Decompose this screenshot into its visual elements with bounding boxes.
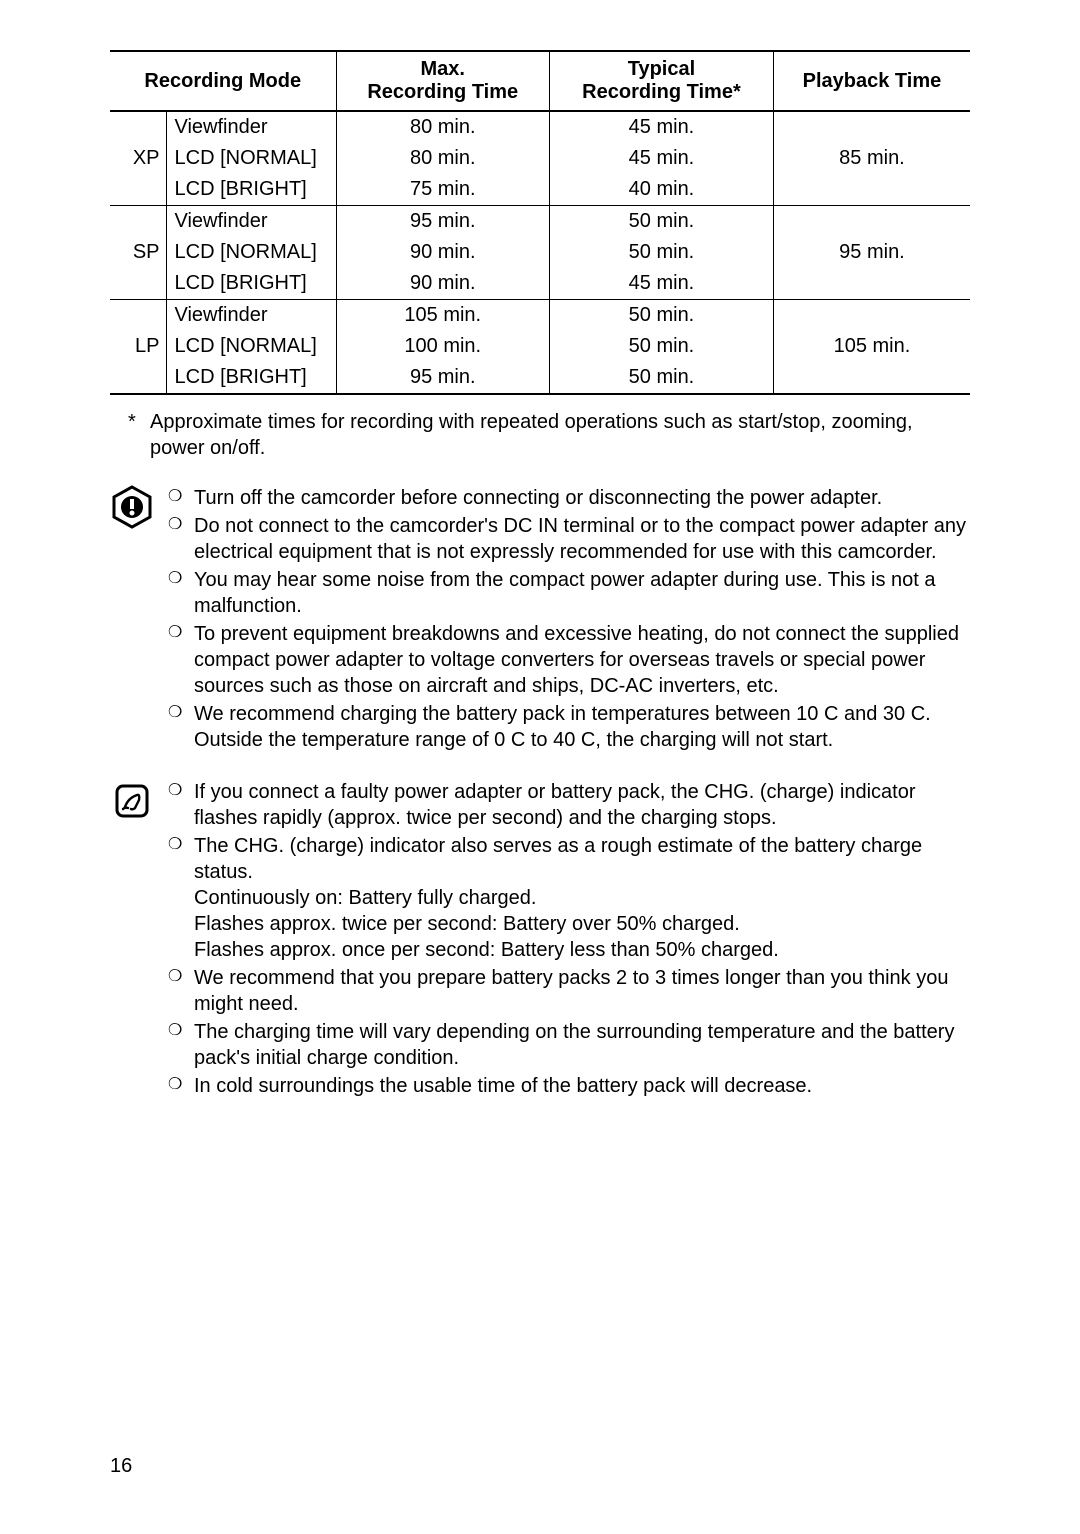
playback-time: 105 min. [773,300,970,395]
mode-code: SP [110,206,166,300]
typical-time: 50 min. [550,331,774,362]
max-time: 80 min. [336,143,550,174]
max-time: 100 min. [336,331,550,362]
note-item: ❍We recommend that you prepare battery p… [168,965,970,1017]
typical-time: 40 min. [550,174,774,206]
warning-item: ❍You may hear some noise from the compac… [168,567,970,619]
typical-time: 50 min. [550,206,774,238]
typical-time: 50 min. [550,300,774,332]
warning-item: ❍Turn off the camcorder before connectin… [168,485,970,511]
typical-time: 50 min. [550,362,774,394]
warning-item: ❍To prevent equipment breakdowns and exc… [168,621,970,699]
th-playback: Playback Time [773,51,970,111]
display-mode: LCD [NORMAL] [166,143,336,174]
playback-time: 95 min. [773,206,970,300]
max-time: 90 min. [336,268,550,300]
max-time: 80 min. [336,111,550,143]
warning-icon [110,485,154,529]
display-mode: Viewfinder [166,300,336,332]
note-item: ❍The CHG. (charge) indicator also serves… [168,833,970,963]
mode-code: XP [110,111,166,206]
note-item: ❍The charging time will vary depending o… [168,1019,970,1071]
display-mode: LCD [BRIGHT] [166,174,336,206]
note-item: ❍If you connect a faulty power adapter o… [168,779,970,831]
mode-code: LP [110,300,166,395]
note-item: ❍In cold surroundings the usable time of… [168,1073,970,1099]
notes-icon [110,779,154,823]
max-time: 95 min. [336,206,550,238]
max-time: 95 min. [336,362,550,394]
typical-time: 45 min. [550,143,774,174]
max-time: 105 min. [336,300,550,332]
display-mode: LCD [NORMAL] [166,237,336,268]
warning-item: ❍We recommend charging the battery pack … [168,701,970,753]
th-typical: TypicalRecording Time* [550,51,774,111]
typical-time: 45 min. [550,111,774,143]
notes-section: ❍If you connect a faulty power adapter o… [110,779,970,1101]
max-time: 90 min. [336,237,550,268]
display-mode: LCD [NORMAL] [166,331,336,362]
display-mode: LCD [BRIGHT] [166,362,336,394]
table-footnote: * Approximate times for recording with r… [128,409,970,461]
warning-section: ❍Turn off the camcorder before connectin… [110,485,970,755]
th-mode: Recording Mode [110,51,336,111]
display-mode: Viewfinder [166,206,336,238]
playback-time: 85 min. [773,111,970,206]
max-time: 75 min. [336,174,550,206]
typical-time: 45 min. [550,268,774,300]
display-mode: LCD [BRIGHT] [166,268,336,300]
warning-item: ❍Do not connect to the camcorder's DC IN… [168,513,970,565]
recording-time-table: Recording Mode Max.Recording Time Typica… [110,50,970,395]
th-max: Max.Recording Time [336,51,550,111]
display-mode: Viewfinder [166,111,336,143]
typical-time: 50 min. [550,237,774,268]
page-number: 16 [110,1455,132,1478]
